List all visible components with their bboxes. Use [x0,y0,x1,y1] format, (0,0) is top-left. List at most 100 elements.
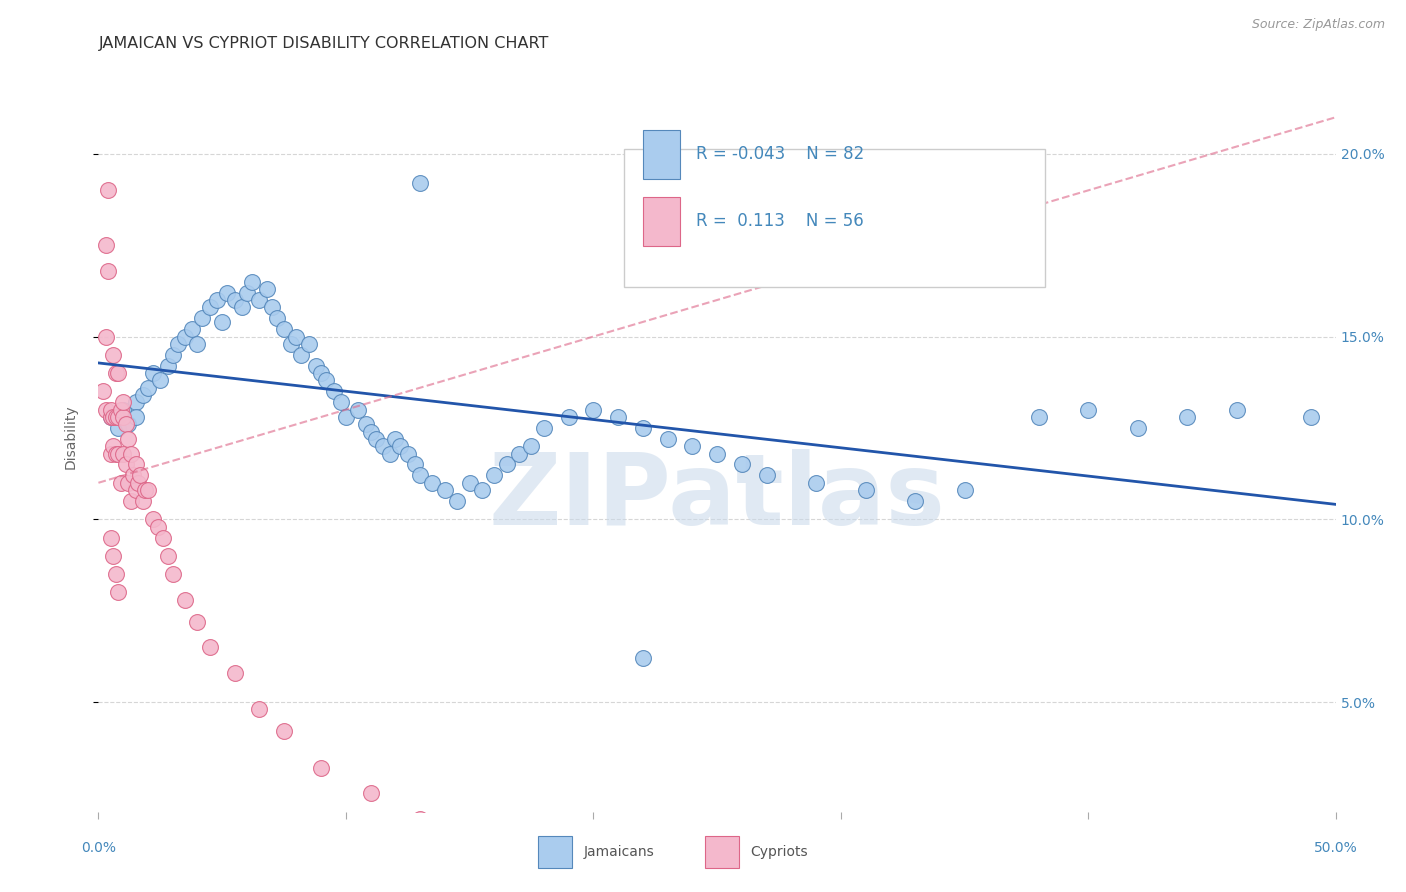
Point [114,417,136,432]
Point [298,337,321,351]
Point [335,409,357,424]
Point [174,592,197,607]
Point [224,665,246,680]
Point [305,359,328,373]
Point [260,301,283,315]
Point [103,348,125,362]
Point [533,421,555,435]
Point [256,282,278,296]
Point [681,439,703,453]
Point [127,475,149,490]
Point [132,388,155,402]
Point [266,311,288,326]
Point [205,293,228,307]
Point [117,417,139,432]
Point [446,494,468,508]
Point [315,373,337,387]
Bar [537,837,572,868]
Point [236,285,259,300]
Point [657,432,679,446]
Point [458,475,481,490]
Point [191,311,214,326]
Point [409,812,432,826]
Point [117,475,139,490]
Point [156,359,179,373]
Point [290,348,312,362]
Bar [643,130,681,178]
Point [217,285,239,300]
Point [94,238,117,252]
Point [103,409,125,424]
Point [273,724,295,739]
Point [1028,409,1050,424]
Point [186,615,208,629]
Point [198,301,221,315]
Point [1126,421,1149,435]
Point [484,468,506,483]
Point [166,337,188,351]
Text: R =  0.113    N = 56: R = 0.113 N = 56 [696,212,863,230]
Point [1226,402,1249,417]
Point [124,395,146,409]
Text: Jamaicans: Jamaicans [583,846,654,859]
Point [247,293,270,307]
Point [142,512,165,526]
Point [322,384,344,399]
Point [347,402,370,417]
Text: ZIPatlas: ZIPatlas [489,449,945,546]
Point [953,483,976,497]
Point [124,409,146,424]
Point [132,494,155,508]
Point [100,446,122,460]
Text: 50.0%: 50.0% [1313,841,1358,855]
Point [371,439,394,453]
Y-axis label: Disability: Disability [63,405,77,469]
Point [97,183,120,197]
Point [112,395,135,409]
Point [110,402,132,417]
Point [231,301,253,315]
Point [607,409,630,424]
Point [120,446,142,460]
Point [706,446,728,460]
Text: Cypriots: Cypriots [751,846,808,859]
Point [280,337,302,351]
Point [186,337,208,351]
Point [1175,409,1198,424]
Point [804,475,827,490]
Point [107,585,129,599]
Point [93,384,115,399]
Point [136,483,159,497]
Point [94,329,117,343]
Point [309,761,332,775]
Point [409,468,432,483]
Point [360,787,382,801]
Point [100,409,122,424]
Point [631,421,654,435]
Point [136,381,159,395]
Point [1299,409,1322,424]
Point [134,483,156,497]
Bar [704,837,740,868]
Point [198,640,221,655]
Point [309,366,332,380]
Point [103,439,125,453]
Point [508,446,530,460]
Point [107,366,129,380]
Point [433,483,456,497]
Point [162,348,184,362]
Point [107,421,129,435]
Point [211,315,233,329]
Point [156,549,179,563]
Point [100,531,122,545]
Point [1077,402,1099,417]
Point [146,519,169,533]
Point [904,494,927,508]
Point [104,409,127,424]
Point [112,402,135,417]
Point [174,329,197,343]
Point [103,549,125,563]
Point [149,373,172,387]
Point [855,483,877,497]
Bar [643,197,681,246]
